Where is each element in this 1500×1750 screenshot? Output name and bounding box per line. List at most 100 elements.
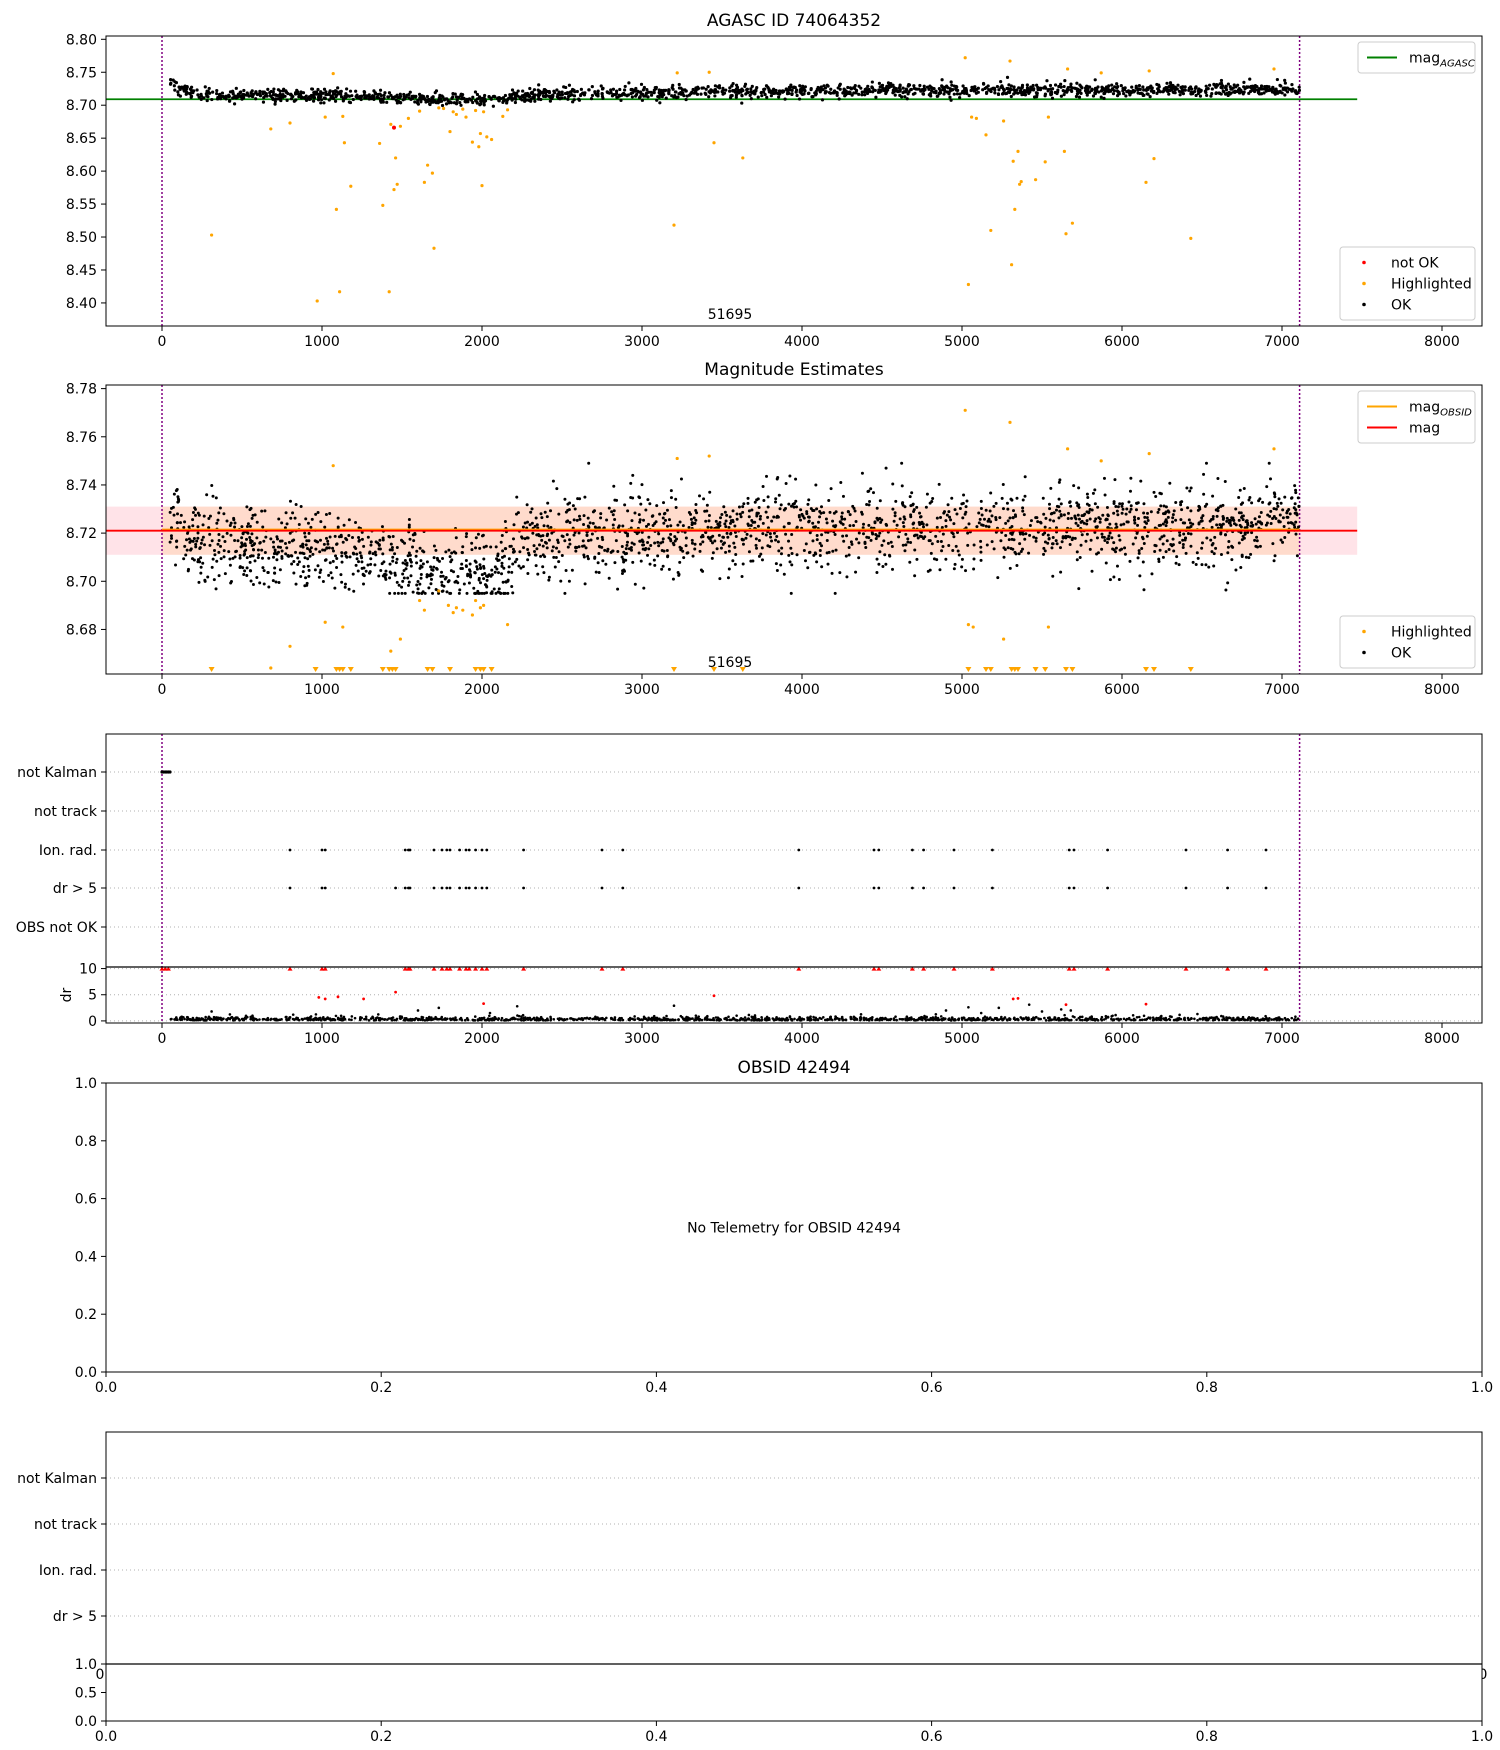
agasc-x-ticks: 0 1000 2000 3000 4000 5000 6000 7000 8000 [158, 326, 1460, 350]
estimates-ok-point [241, 566, 245, 570]
agasc-ok-point [1297, 88, 1302, 92]
agasc-ok-point [420, 95, 424, 100]
estimates-ok-point [1221, 515, 1225, 519]
estimates-ok-point [780, 546, 784, 550]
estimates-ok-point [587, 525, 591, 529]
agasc-x-tick-label: 3000 [624, 334, 660, 350]
agasc-highlighted-point [984, 133, 988, 137]
estimates-ok-point [761, 484, 765, 488]
estimates-ok-point [432, 565, 436, 569]
estimates-ok-point [1059, 514, 1063, 518]
estimates-ok-point [838, 520, 842, 524]
agasc-ok-point [181, 86, 186, 90]
estimates-ok-point [238, 556, 242, 560]
estimates-ok-point [1230, 516, 1234, 520]
estimates-ok-point [1241, 518, 1245, 522]
estimates-ok-point [252, 548, 256, 552]
agasc-ok-point [268, 91, 272, 95]
estimates-ok-point [275, 558, 279, 562]
agasc-ok-point [853, 84, 857, 88]
estimates-ok-point [709, 526, 713, 530]
estimates-ok-point [1174, 561, 1178, 565]
agasc-ok-point [322, 101, 326, 105]
agasc-ok-point [877, 88, 881, 92]
estimates-ok-point [1093, 488, 1097, 492]
estimates-ok-point [593, 525, 597, 529]
estimates-ok-point [638, 496, 642, 500]
estimates-ok-point [1160, 535, 1164, 539]
agasc-ok-point [387, 91, 392, 95]
flags-ion-rad-point [432, 848, 436, 852]
agasc-ok-point [513, 94, 518, 98]
agasc-ok-point [431, 98, 435, 102]
estimates-ok-point [256, 556, 260, 560]
estimates-ok-point [1004, 534, 1008, 538]
agasc-ok-point [331, 92, 336, 96]
estimates-below-limit-marker [1042, 667, 1049, 672]
estimates-ok-point [999, 539, 1003, 543]
estimates-ok-point [1051, 535, 1055, 539]
estimates-ok-point [331, 559, 335, 563]
estimates-ok-point [357, 526, 361, 530]
estimates-ok-point [646, 540, 650, 544]
estimates-ok-point [497, 571, 501, 575]
agasc-legend-top-right: magAGASC [1357, 41, 1476, 74]
estimates-ok-point [820, 565, 824, 569]
estimates-below-limit-marker [739, 667, 746, 672]
estimates-ok-point [833, 591, 837, 595]
estimates-ok-point [319, 568, 323, 572]
estimates-ok-point [411, 533, 415, 537]
estimates-ok-point [1277, 519, 1281, 523]
dr-baseline-point [1232, 1016, 1235, 1020]
estimates-ok-point [1145, 511, 1149, 515]
agasc-ok-point [224, 97, 228, 101]
estimates-ok-point [891, 567, 895, 571]
agasc-ok-point [745, 91, 749, 95]
estimates-ok-point [197, 580, 201, 584]
agasc-ok-point [227, 93, 231, 97]
estimates-ok-point [1120, 502, 1124, 506]
estimates-ok-point [704, 531, 708, 535]
estimates-ok-point [678, 545, 682, 549]
agasc-ok-point [570, 93, 574, 97]
estimates-ok-point [245, 505, 249, 509]
dr-baseline-point [809, 1015, 812, 1018]
estimates-below-limit-marker [983, 667, 989, 672]
estimates-ok-point [217, 539, 221, 543]
agasc-ok-point [639, 82, 644, 86]
estimates-ok-point [194, 545, 198, 549]
estimates-ok-point [906, 540, 910, 544]
estimates-ok-point [1281, 516, 1285, 520]
agasc-highlighted-point [338, 290, 342, 294]
estimates-ok-point [404, 567, 408, 571]
estimates-ok-point [539, 554, 543, 558]
estimates-ok-point [529, 510, 533, 514]
estimates-ok-point [313, 568, 317, 572]
estimates-ok-point [340, 560, 344, 564]
agasc-ok-point [1279, 84, 1283, 88]
estimates-ok-point [717, 533, 721, 537]
estimates-ok-point [893, 511, 897, 515]
estimates-ok-point [460, 551, 464, 555]
agasc-ok-point [835, 91, 839, 95]
estimates-ok-point [693, 521, 697, 525]
estimates-ok-point [845, 534, 849, 538]
dr-baseline-point [924, 1018, 928, 1022]
estimates-ok-point [1253, 538, 1257, 542]
agasc-ok-point [1110, 87, 1115, 91]
estimates-ok-point [276, 545, 280, 549]
estimates-ok-point [212, 548, 216, 552]
estimates-ok-point [625, 543, 629, 547]
estimates-ok-point [233, 525, 237, 529]
estimates-ok-point [1172, 509, 1176, 513]
estimates-ok-point [1051, 574, 1055, 578]
estimates-ok-point [768, 532, 772, 536]
estimates-ok-point [654, 520, 658, 524]
estimates-ok-point [828, 510, 832, 514]
estimates-ok-point [1241, 501, 1245, 505]
agasc-ok-point [450, 96, 454, 100]
estimates-ok-point [1179, 500, 1183, 504]
estimates-ok-point [403, 558, 407, 562]
estimates-ok-point [388, 548, 392, 552]
estimates-ok-point [1103, 538, 1107, 542]
